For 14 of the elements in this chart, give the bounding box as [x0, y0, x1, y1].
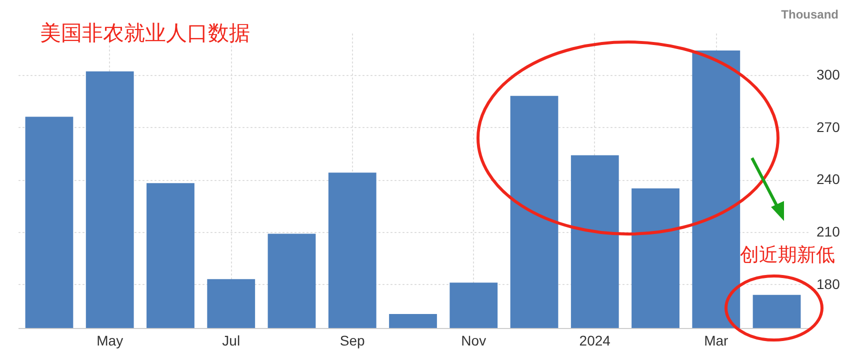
- x-tick-label: Mar: [704, 332, 729, 348]
- chart-title: 美国非农就业人口数据: [40, 22, 250, 45]
- x-tick-label: Nov: [461, 332, 486, 348]
- y-tick-label: 210: [816, 223, 840, 240]
- x-tick-label: May: [96, 332, 124, 348]
- y-tick-label: 300: [816, 66, 840, 82]
- annotation: 创近期新低: [740, 244, 835, 266]
- x-tick-label: Jul: [222, 332, 240, 348]
- x-tick-label: Sep: [340, 332, 366, 348]
- y-tick-label: 180: [816, 276, 840, 292]
- y-tick-label: 270: [816, 118, 840, 135]
- y-axis-title: Thousand: [781, 8, 838, 22]
- x-tick-label: 2024: [579, 332, 611, 348]
- y-tick-label: 240: [816, 171, 840, 188]
